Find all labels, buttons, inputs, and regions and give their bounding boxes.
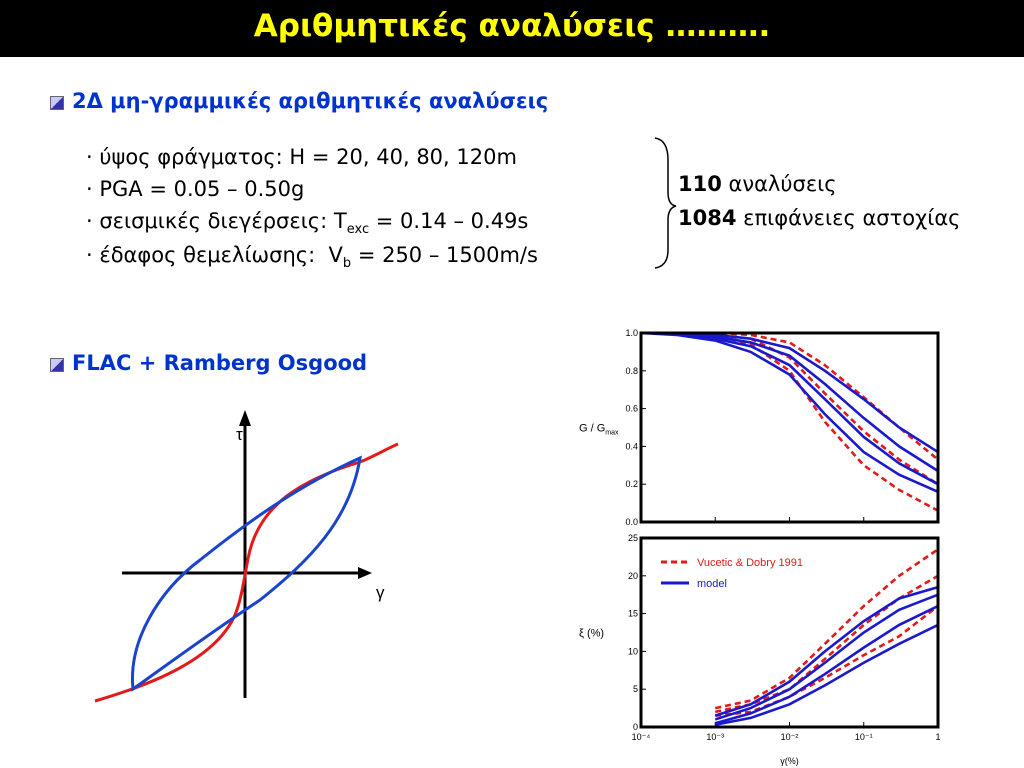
x-tick-label: 1: [935, 732, 940, 742]
y-tick-label: 0: [633, 722, 638, 732]
y-axis-label: G / Gmax: [579, 423, 619, 437]
legend-label: model: [697, 578, 727, 590]
series-line: [641, 331, 939, 473]
chart: 0.0 0.2 0.4 0.6 0.8 1.0 G / Gmax: [579, 328, 940, 527]
arrow: [358, 567, 372, 579]
series-line: [714, 593, 939, 721]
list-item: · έδαφος θεμελίωσης: Vb = 250 – 1500m/s: [86, 243, 538, 272]
x-tick-label: 10⁻¹: [855, 732, 873, 742]
brace: [654, 137, 677, 269]
y-tick-label: 1.0: [625, 328, 638, 338]
y-tick-label: 0.4: [625, 441, 638, 451]
y-tick-label: 25: [628, 533, 638, 543]
y-axis-label: ξ (%): [579, 628, 604, 640]
legend-label: Vucetic & Dobry 1991: [697, 557, 803, 569]
y-tick-label: 0.2: [625, 479, 638, 489]
series-line: [715, 605, 939, 717]
result-number: 110: [678, 172, 722, 196]
arrow: [239, 410, 251, 426]
y-tick-label: 10: [628, 646, 638, 656]
series-line: [714, 585, 939, 717]
bullet-icon: [50, 96, 64, 110]
item-text: ύψος φράγματος: H = 20, 40, 80, 120m: [99, 145, 517, 169]
x-tick-label: 10⁻³: [706, 732, 724, 742]
series-line: [641, 331, 939, 486]
y-tick-label: 0.0: [625, 517, 638, 527]
slide-title: Αριθμητικές αναλύσεις ……….: [253, 8, 771, 44]
plot-frame: [639, 331, 940, 524]
y-tick-label: 0.6: [625, 404, 638, 414]
title-bar: [0, 0, 1024, 57]
result-text: αναλύσεις: [721, 172, 837, 196]
result-number: 1084: [678, 206, 737, 230]
item-text: σεισμικές διεγέρσεις: T: [99, 209, 347, 233]
y-tick-label: 20: [628, 571, 638, 581]
axis-label: γ: [376, 583, 385, 602]
item-text: = 250 – 1500m/s: [351, 243, 538, 267]
section-heading: 2Δ μη-γραμμικές αριθμητικές αναλύσεις: [72, 89, 549, 113]
list-item: · σεισμικές διεγέρσεις: Texc = 0.14 – 0.…: [86, 209, 529, 238]
hysteresis-diagram: τ γ: [94, 410, 399, 703]
series-line: [640, 331, 939, 493]
section-heading: FLAC + Ramberg Osgood: [72, 351, 368, 375]
backbone-curve: [94, 442, 399, 703]
y-tick-label: 5: [633, 684, 638, 694]
axis-label: τ: [236, 425, 243, 444]
item-text: PGA = 0.05 – 0.50g: [99, 177, 305, 201]
item-text: = 0.14 – 0.49s: [369, 209, 529, 233]
y-axis-label-part: max: [605, 430, 619, 437]
plot-frame: [639, 536, 940, 729]
y-tick-label: 0.8: [625, 366, 638, 376]
x-tick-label: 10⁻⁴: [632, 732, 651, 742]
chart: 0 5 10 15 20 25 10⁻⁴ 10⁻³ 10⁻² 10⁻¹ 1 γ(%) ξ (%) Vuce…: [579, 533, 941, 766]
hysteresis-loop: [130, 455, 362, 692]
y-tick-label: 15: [628, 609, 638, 619]
series-line: [715, 623, 939, 727]
series-line: [641, 331, 939, 486]
y-axis-label-part: G / G: [579, 423, 605, 435]
item-text: έδαφος θεμελίωσης: V: [99, 243, 343, 267]
result-text: επιφάνειες αστοχίας: [736, 206, 961, 230]
bullet-icon: [50, 358, 64, 372]
series-line: [714, 604, 939, 725]
x-axis-label: γ(%): [780, 756, 799, 766]
series-line: [641, 331, 939, 454]
result: 1084 επιφάνειες αστοχίας: [678, 206, 961, 230]
series-line: [714, 548, 939, 710]
list-item: · ύψος φράγματος: H = 20, 40, 80, 120m: [86, 145, 517, 169]
y-axis-label-part: ξ (%): [579, 628, 604, 640]
list-item: · PGA = 0.05 – 0.50g: [86, 177, 305, 201]
result: 110 αναλύσεις: [678, 172, 837, 196]
x-tick-label: 10⁻²: [781, 732, 799, 742]
subscript: exc: [346, 222, 370, 238]
subscript: b: [342, 256, 352, 272]
